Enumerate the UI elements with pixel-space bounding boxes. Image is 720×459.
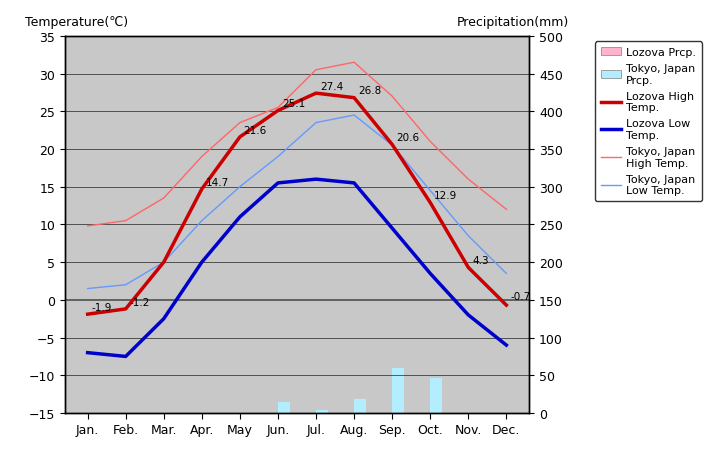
Text: 12.9: 12.9 bbox=[434, 191, 457, 201]
Text: 14.7: 14.7 bbox=[206, 177, 229, 187]
Text: -1.9: -1.9 bbox=[91, 302, 112, 312]
Text: -1.2: -1.2 bbox=[130, 297, 150, 307]
Bar bbox=[163, 413, 176, 438]
Bar bbox=[316, 410, 328, 413]
Bar bbox=[431, 378, 442, 413]
Bar bbox=[468, 413, 480, 456]
Text: 25.1: 25.1 bbox=[282, 99, 305, 109]
Bar bbox=[152, 413, 163, 459]
Bar bbox=[304, 413, 316, 459]
Bar bbox=[228, 413, 240, 459]
Bar bbox=[494, 413, 506, 459]
Bar bbox=[354, 399, 366, 413]
Text: 27.4: 27.4 bbox=[320, 82, 343, 92]
Bar bbox=[456, 413, 468, 459]
Bar bbox=[506, 413, 518, 459]
Text: 26.8: 26.8 bbox=[358, 86, 381, 96]
Text: -0.7: -0.7 bbox=[510, 292, 531, 302]
Bar bbox=[380, 413, 392, 459]
Bar bbox=[202, 413, 214, 432]
Bar bbox=[88, 413, 100, 459]
Bar bbox=[76, 413, 88, 459]
Bar bbox=[126, 413, 138, 459]
Bar bbox=[266, 413, 278, 459]
Text: 4.3: 4.3 bbox=[472, 256, 489, 266]
Legend: Lozova Prcp., Tokyo, Japan
Prcp., Lozova High
Temp., Lozova Low
Temp., Tokyo, Ja: Lozova Prcp., Tokyo, Japan Prcp., Lozova… bbox=[595, 42, 702, 202]
Bar bbox=[278, 402, 290, 413]
Bar bbox=[342, 413, 354, 459]
Bar bbox=[418, 413, 431, 459]
Bar bbox=[240, 413, 252, 422]
Bar bbox=[392, 368, 405, 413]
Text: 20.6: 20.6 bbox=[396, 133, 419, 143]
Text: 21.6: 21.6 bbox=[243, 125, 267, 135]
Text: Temperature(℃): Temperature(℃) bbox=[25, 16, 128, 29]
Bar bbox=[189, 413, 202, 459]
Text: Precipitation(mm): Precipitation(mm) bbox=[456, 16, 569, 29]
Bar bbox=[114, 413, 126, 459]
